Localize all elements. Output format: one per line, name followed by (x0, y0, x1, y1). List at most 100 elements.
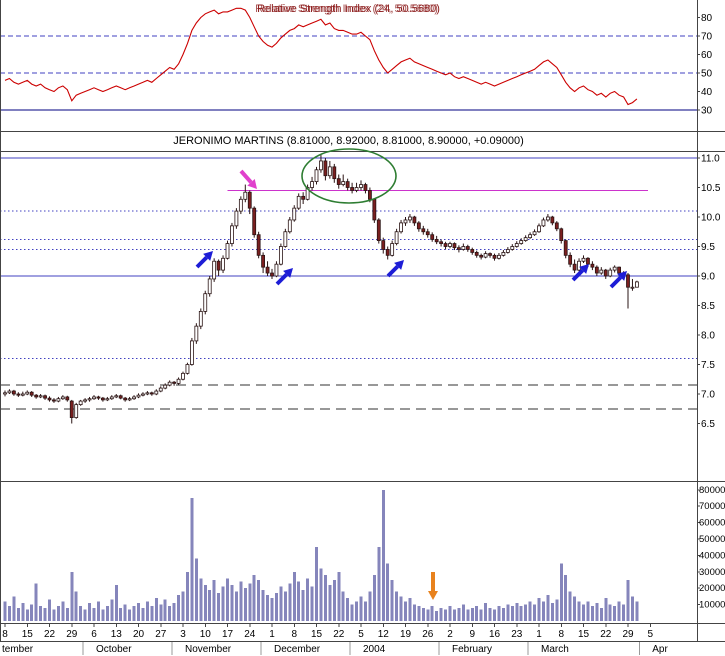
volume-bar (48, 599, 51, 621)
date-tick-label: 15 (311, 629, 323, 640)
volume-bar (194, 558, 198, 621)
candle (265, 261, 270, 276)
volume-bar (226, 578, 229, 621)
orange-arrow-annotation[interactable] (428, 572, 438, 600)
volume-bar (306, 578, 310, 621)
candle (101, 396, 105, 402)
volume-bar (461, 604, 465, 621)
candle (252, 206, 257, 238)
blue-arrow-annotation[interactable] (386, 260, 404, 278)
volume-bar (515, 602, 519, 621)
volume-bar (475, 606, 479, 621)
candle (372, 198, 377, 223)
candle (403, 217, 408, 226)
candle (577, 258, 581, 272)
candle (11, 389, 16, 396)
candle (310, 176, 314, 191)
volume-bar (613, 606, 617, 621)
volume-bar (52, 609, 56, 621)
candle (528, 232, 532, 239)
volume-bar (457, 607, 461, 621)
candle (519, 238, 524, 245)
candle (96, 395, 101, 400)
highlight-ellipse[interactable] (301, 148, 397, 204)
volume-bar (577, 601, 581, 621)
candle (261, 252, 266, 274)
candle (465, 244, 470, 252)
volume-bar (252, 575, 256, 621)
price-axis-label: 10.5 (701, 183, 721, 194)
candle (230, 222, 234, 247)
volume-bar (550, 602, 554, 621)
blue-arrow-annotation[interactable] (571, 264, 589, 282)
date-tick-label: 6 (91, 629, 97, 640)
candle (599, 267, 604, 275)
candle (385, 246, 390, 260)
magenta-arrow-annotation[interactable] (239, 169, 257, 189)
date-tick-label: 20 (133, 629, 145, 640)
candle (172, 381, 177, 386)
candle (181, 371, 185, 381)
candle (47, 396, 52, 402)
volume-bar (573, 596, 577, 621)
volume-bar (430, 606, 434, 621)
candle (563, 239, 568, 259)
volume-bar (404, 601, 407, 621)
volume-bar (266, 594, 270, 621)
volume-bar (110, 599, 114, 621)
volume-bar (586, 601, 590, 621)
candle (416, 221, 421, 232)
volume-bar (310, 586, 314, 621)
candle (483, 251, 488, 259)
volume-bar (595, 602, 599, 621)
rsi-line (4, 7, 638, 106)
volume-bar (332, 580, 336, 621)
candle (399, 219, 403, 234)
volume-bar (452, 609, 456, 621)
volume-bar (239, 581, 243, 621)
candle (603, 268, 608, 279)
candle (443, 241, 448, 250)
candle (501, 250, 506, 257)
candle (60, 395, 65, 400)
rsi-axis-label: 50 (701, 69, 713, 80)
candle (105, 396, 110, 402)
candle (425, 228, 430, 238)
volume-bar (274, 593, 278, 621)
blue-arrow-annotation[interactable] (275, 268, 293, 286)
volume-bar (105, 606, 109, 621)
volume-bar (16, 607, 20, 621)
candle (7, 389, 12, 394)
month-label: November (185, 644, 232, 655)
volume-bar (39, 606, 43, 621)
date-tick-label: 22 (44, 629, 56, 640)
volume-bar (541, 601, 545, 621)
candle (461, 243, 466, 251)
volume-bar (493, 609, 496, 621)
volume-bar (96, 601, 100, 621)
date-tick-label: 13 (111, 629, 123, 640)
blue-arrow-annotation[interactable] (609, 271, 627, 289)
volume-bar (257, 580, 261, 621)
date-tick-label: 27 (155, 629, 167, 640)
volume-bar (154, 598, 158, 621)
volume-bar (88, 602, 92, 621)
volume-bar (408, 598, 412, 621)
candle (332, 163, 337, 183)
volume-bar (168, 606, 172, 621)
volume-bar (30, 604, 34, 621)
volume-bar (243, 588, 247, 621)
candle (510, 244, 515, 251)
price-axis-label: 9.5 (701, 242, 715, 253)
volume-bar (163, 599, 167, 621)
volume-bar (12, 596, 16, 621)
volume-bar (203, 584, 207, 621)
volume-bar (270, 598, 274, 621)
volume-bar (395, 591, 399, 621)
volume-bar (417, 606, 421, 621)
month-label: Apr (652, 644, 668, 655)
volume-bar (381, 489, 385, 621)
candle (626, 273, 630, 309)
blue-arrow-annotation[interactable] (195, 251, 213, 269)
volume-bar (617, 601, 621, 621)
